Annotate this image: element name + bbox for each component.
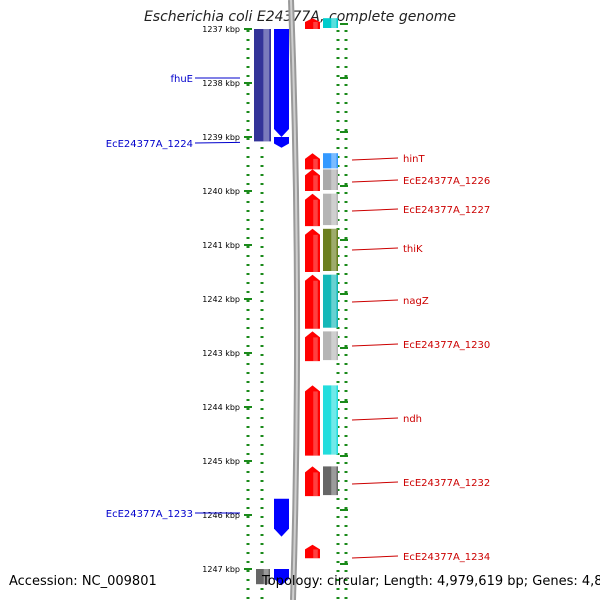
gene-label-reverse[interactable]: nagZ [403,296,429,307]
cog-block-shine [331,385,337,455]
cog-block-shine [331,193,337,226]
cog-block-shine [331,153,337,169]
gene-label-forward[interactable]: EcE24377A_1224 [106,139,193,150]
gene-label-reverse[interactable]: hinT [403,154,425,165]
scale-tick-label: 1242 kbp [202,295,240,304]
gene-arrow-shine [313,199,318,227]
gene-arrow-shine [313,472,318,497]
gene-arrow-shine [313,158,318,170]
label-leader-line [351,417,399,421]
scale-tick-label: 1238 kbp [202,79,240,88]
accession-text: Accession: NC_009801 [9,574,157,589]
cog-block-shine [331,169,337,190]
map-title: Escherichia coli E24377A, complete genom… [143,9,457,25]
reverse-gene-arrow[interactable] [305,169,320,191]
reverse-gene-arrow[interactable] [305,385,320,456]
scale-tick-label: 1240 kbp [202,187,240,196]
gene-arrow-shine [313,234,318,272]
label-leader-line [351,247,399,251]
scale-tick-label: 1241 kbp [202,241,240,250]
cog-block-shine [331,228,337,271]
gene-label-reverse[interactable]: EcE24377A_1230 [403,340,490,351]
reverse-gene-arrow[interactable] [305,544,320,559]
cog-block-shine [263,29,270,142]
gene-label-reverse[interactable]: EcE24377A_1227 [403,205,490,216]
cog-color-block [323,18,338,28]
forward-gene-arrow[interactable] [274,569,289,586]
label-leader-line [351,157,399,161]
forward-gene-arrow[interactable] [274,498,289,537]
gene-arrow-shine [313,280,318,329]
gene-label-forward[interactable]: fhuE [170,74,193,85]
cog-color-block [323,169,338,190]
scale-tick-label: 1239 kbp [202,133,240,142]
reverse-gene-arrow[interactable] [305,331,320,362]
label-leader-line [351,299,399,303]
label-leader-line [351,208,399,212]
scale-tick-label: 1237 kbp [202,25,240,34]
cog-color-block [323,228,338,271]
cog-block-shine [331,274,337,328]
cog-block-shine [263,569,269,585]
gene-arrow-shine [313,175,318,191]
cog-color-block [323,331,338,361]
gene-arrow-shine [313,337,318,362]
topology-text: Topology: circular; Length: 4,979,619 bp… [262,574,600,589]
reverse-gene-arrow[interactable] [305,153,320,170]
gene-label-reverse[interactable]: EcE24377A_1234 [403,552,490,563]
reverse-gene-arrow[interactable] [305,466,320,497]
gene-label-reverse[interactable]: EcE24377A_1232 [403,478,490,489]
reverse-gene-arrow[interactable] [305,274,320,329]
cog-color-block [323,274,338,328]
cog-color-block [323,153,338,169]
scale-tick-label: 1245 kbp [202,457,240,466]
backbone-highlight [290,0,299,600]
label-leader-line [194,141,241,144]
label-leader-line [351,179,399,183]
gene-label-forward[interactable]: EcE24377A_1233 [106,509,193,520]
cog-block-shine [331,331,337,361]
cog-block-shine [331,466,337,496]
reverse-gene-arrow[interactable] [305,193,320,227]
label-leader-line [351,343,399,347]
forward-gene-arrow[interactable] [274,29,289,137]
gene-label-reverse[interactable]: EcE24377A_1226 [403,176,490,187]
gene-label-reverse[interactable]: thiK [403,244,423,255]
scale-tick-label: 1244 kbp [202,403,240,412]
cog-color-block [323,193,338,226]
label-leader-line [351,555,399,559]
reverse-gene-arrow[interactable] [305,228,320,272]
scale-tick-label: 1247 kbp [202,565,240,574]
scale-tick-label: 1246 kbp [202,511,240,520]
reverse-gene-arrow[interactable] [305,18,320,29]
scale-tick-label: 1243 kbp [202,349,240,358]
gene-arrow-shine [313,21,318,29]
forward-gene-arrow[interactable] [274,137,289,148]
gene-arrow-shine [313,391,318,456]
cog-color-block [323,466,338,496]
cog-color-block [256,569,270,585]
label-leader-line [351,481,399,485]
cog-block-shine [331,18,337,28]
gene-arrow-shine [313,549,318,559]
cog-color-block [254,29,271,142]
cog-color-block [323,385,338,455]
gene-label-reverse[interactable]: ndh [403,414,422,425]
